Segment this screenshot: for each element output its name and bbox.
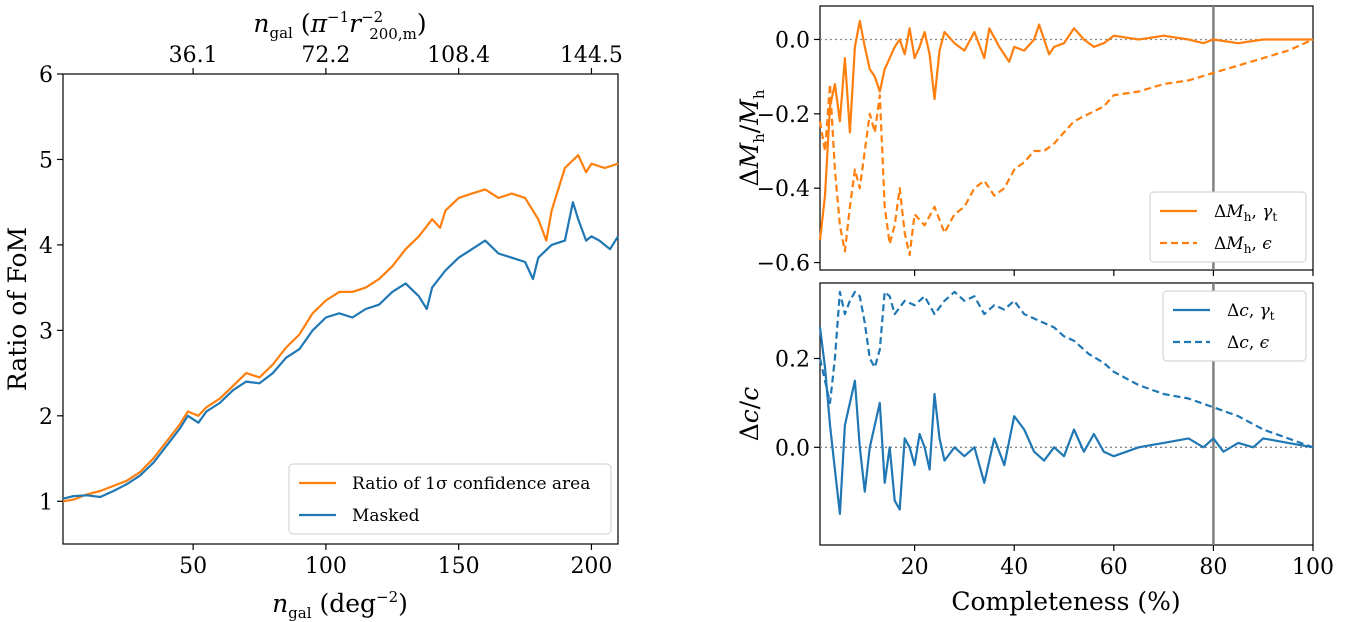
y-tick-label: 2 bbox=[39, 405, 53, 430]
series-line-2-1 bbox=[818, 290, 1314, 449]
right-top-y-ticks: 0.0 −0.2 −0.4 −0.6 bbox=[757, 28, 820, 277]
right-bottom-legend: Δc, γt Δc, ϵ bbox=[1162, 290, 1307, 362]
y-tick-label: 6 bbox=[39, 63, 53, 88]
left-top-x-axis-label: ngal (π−1r−2 200,m) bbox=[253, 8, 426, 43]
series-line-0-0 bbox=[62, 154, 619, 503]
right-top-panel: 0.0 −0.2 −0.4 −0.6 ΔMh/Mh ΔMh, γt ΔMh, ϵ bbox=[735, 5, 1314, 277]
left-plot-frame bbox=[62, 73, 619, 545]
right-bottom-y-ticks: 0.0 0.2 bbox=[775, 347, 820, 461]
legend-label-dc-gamma: Δc, γt bbox=[1227, 301, 1275, 323]
x-tick-label: 40 bbox=[1000, 555, 1028, 580]
right-top-legend: ΔMh, γt ΔMh, ϵ bbox=[1149, 191, 1307, 263]
right-bottom-plot-frame bbox=[819, 282, 1314, 546]
y-tick-label: −0.6 bbox=[757, 252, 810, 277]
x-tick-label: 150 bbox=[438, 554, 480, 579]
right-top-y-axis-label: ΔMh/Mh bbox=[735, 89, 768, 186]
y-tick-label: 4 bbox=[39, 234, 53, 259]
x-tick-label: 80 bbox=[1199, 555, 1227, 580]
top-x-tick-label: 108.4 bbox=[427, 43, 490, 68]
legend-label-dmh-gamma: ΔMh, γt bbox=[1214, 202, 1277, 224]
series-line-0-1 bbox=[62, 201, 619, 500]
right-bottom-panel: 0.0 0.2 20 40 60 80 100 Completeness (%) Δc/c… bbox=[735, 282, 1334, 616]
legend-label-dmh-eps: ΔMh, ϵ bbox=[1214, 234, 1272, 256]
x-tick-label: 50 bbox=[179, 554, 207, 579]
top-x-tick-label: 144.5 bbox=[560, 43, 623, 68]
left-series-group bbox=[62, 154, 619, 503]
x-tick-label: 60 bbox=[1100, 555, 1128, 580]
left-x-axis-label: ngal (deg−2) bbox=[272, 588, 408, 622]
top-x-tick-label: 36.1 bbox=[169, 43, 218, 68]
left-y-ticks: 1 2 3 4 5 6 bbox=[39, 63, 63, 515]
left-top-x-ticks: 36.1 72.2 108.4 144.5 bbox=[169, 43, 623, 74]
series-line-1-0 bbox=[818, 19, 1313, 241]
right-bottom-x-axis-label: Completeness (%) bbox=[951, 587, 1180, 616]
y-tick-label: −0.4 bbox=[757, 177, 810, 202]
y-tick-label: 3 bbox=[39, 319, 53, 344]
y-tick-label: −0.2 bbox=[757, 103, 810, 128]
y-tick-label: 5 bbox=[39, 148, 53, 173]
left-legend: Ratio of 1σ confidence area Masked bbox=[288, 463, 612, 535]
legend-label-dc-eps: Δc, ϵ bbox=[1227, 333, 1270, 353]
right-bottom-y-axis-label: Δc/c bbox=[735, 387, 764, 442]
right-bottom-x-ticks: 20 40 60 80 100 bbox=[901, 545, 1334, 580]
y-tick-label: 0.0 bbox=[775, 436, 810, 461]
series-line-2-0 bbox=[818, 327, 1314, 515]
left-panel: 50 100 150 200 1 2 3 4 5 6 36.1 72.2 108.4 144.5 ng… bbox=[3, 8, 623, 622]
left-y-axis-label: Ratio of FoM bbox=[3, 227, 32, 391]
y-tick-label: 0.0 bbox=[775, 28, 810, 53]
x-tick-label: 100 bbox=[1292, 555, 1334, 580]
x-tick-label: 100 bbox=[305, 554, 347, 579]
right-top-plot-frame bbox=[819, 5, 1314, 271]
top-x-tick-label: 72.2 bbox=[301, 43, 350, 68]
y-tick-label: 1 bbox=[39, 490, 53, 515]
x-tick-label: 200 bbox=[570, 554, 612, 579]
right-top-x-ticks bbox=[914, 270, 1314, 276]
x-tick-label: 20 bbox=[901, 555, 929, 580]
legend-label-masked: Masked bbox=[352, 506, 420, 526]
y-tick-label: 0.2 bbox=[775, 347, 810, 372]
legend-label-ratio: Ratio of 1σ confidence area bbox=[352, 474, 590, 494]
left-x-ticks: 50 100 150 200 bbox=[179, 544, 612, 579]
